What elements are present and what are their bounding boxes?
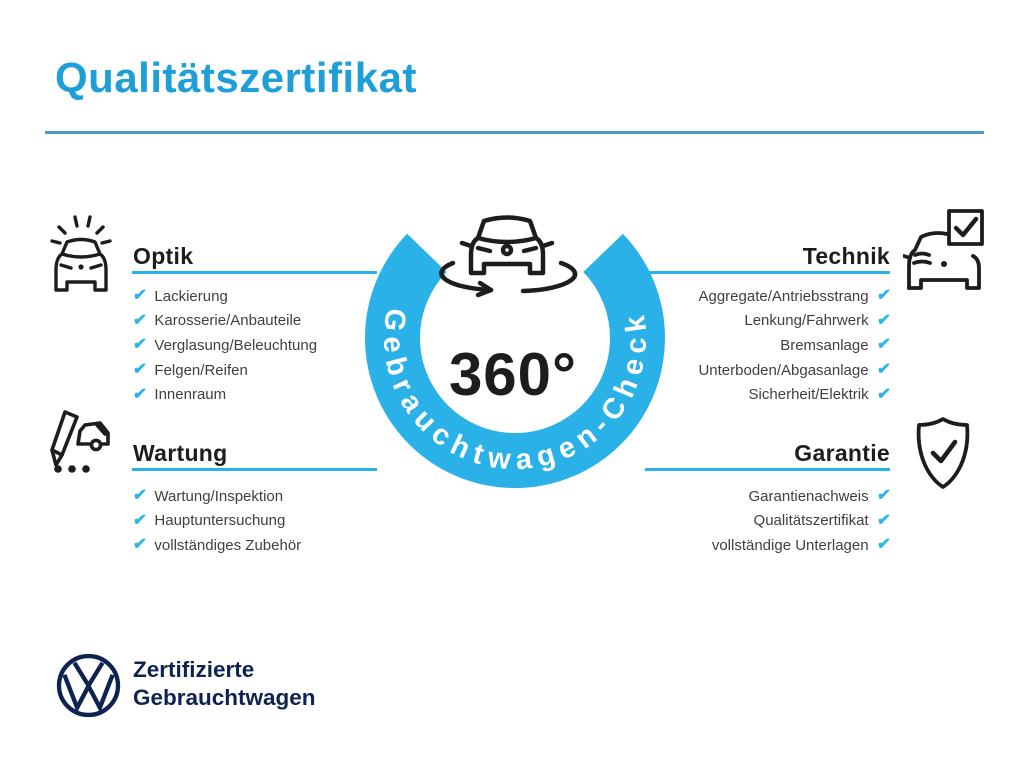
check-icon: ✔ <box>132 536 148 554</box>
list-item: Lenkung/Fahrwerk ✔ <box>744 309 891 334</box>
garantie-checklist: Garantienachweis ✔ Qualitätszertifikat ✔ v… <box>711 484 891 558</box>
vw-logo <box>56 653 121 718</box>
section-underline-technik <box>645 271 890 274</box>
list-item-label: Hauptuntersuchung <box>154 512 286 530</box>
list-item: Bremsanlage ✔ <box>780 333 891 358</box>
list-item: vollständige Unterlagen ✔ <box>711 533 891 558</box>
car-shine-icon <box>50 215 112 292</box>
badge-ring-arc <box>365 233 665 488</box>
section-underline-optik <box>132 271 377 274</box>
list-item-label: Lenkung/Fahrwerk <box>744 312 869 330</box>
list-item: ✔ Karosserie/Anbauteile <box>132 309 317 334</box>
check-icon: ✔ <box>875 536 891 554</box>
list-item-label: Unterboden/Abgasanlage <box>698 361 869 379</box>
check-icon: ✔ <box>132 385 148 403</box>
wartung-checklist: ✔ Wartung/Inspektion ✔ Hauptuntersuchung ✔… <box>132 484 302 558</box>
list-item-label: Lackierung <box>154 287 228 305</box>
list-item: ✔ Wartung/Inspektion <box>132 484 301 509</box>
section-underline-wartung <box>132 468 377 471</box>
list-item-label: Innenraum <box>154 386 227 404</box>
page-title: Qualitätszertifikat <box>55 54 417 101</box>
list-item-label: Wartung/Inspektion <box>154 487 284 505</box>
section-title-wartung: Wartung <box>133 440 228 466</box>
check-icon: ✔ <box>875 361 891 379</box>
list-item: ✔ vollständiges Zubehör <box>132 533 302 558</box>
list-item: Aggregate/Antriebsstrang ✔ <box>698 284 890 309</box>
check-icon: ✔ <box>132 287 148 305</box>
title-divider <box>45 131 984 134</box>
list-item: ✔ Lackierung <box>132 284 317 309</box>
shield-check-icon <box>916 417 970 489</box>
list-item-label: Bremsanlage <box>780 336 869 354</box>
section-title-optik: Optik <box>133 243 194 269</box>
car-360-rotation-icon <box>439 215 578 298</box>
list-item: Qualitätszertifikat ✔ <box>753 509 891 534</box>
optik-checklist: ✔ Lackierung ✔ Karosserie/Anbauteile ✔ Verg… <box>132 284 318 407</box>
check-icon: ✔ <box>875 511 891 529</box>
check-icon: ✔ <box>132 511 148 529</box>
list-item-label: Qualitätszertifikat <box>753 512 869 530</box>
check-icon: ✔ <box>875 311 891 329</box>
badge-degrees-text: 360° <box>449 341 577 408</box>
list-item: Sicherheit/Elektrik ✔ <box>748 382 891 407</box>
list-item-label: vollständige Unterlagen <box>711 536 869 554</box>
footer-brand-text: Zertifizierte Gebrauchtwagen <box>133 656 316 712</box>
check-icon: ✔ <box>875 336 891 354</box>
section-title-technik: Technik <box>802 243 890 269</box>
pencil-van-icon <box>50 410 110 473</box>
list-item: ✔ Innenraum <box>132 382 317 407</box>
list-item: ✔ Hauptuntersuchung <box>132 509 301 534</box>
technik-checklist: Aggregate/Antriebsstrang ✔ Lenkung/Fahrwe… <box>698 284 890 407</box>
check-icon: ✔ <box>875 487 891 505</box>
check-icon: ✔ <box>875 287 891 305</box>
section-title-garantie: Garantie <box>794 440 890 466</box>
list-item: ✔ Felgen/Reifen <box>132 358 317 383</box>
check-icon: ✔ <box>875 385 891 403</box>
list-item-label: vollständiges Zubehör <box>154 536 302 554</box>
badge-360: Gebrauchtwagen-Check 360° <box>365 215 665 488</box>
check-icon: ✔ <box>132 336 148 354</box>
footer-line-2: Gebrauchtwagen <box>133 685 316 710</box>
list-item-label: Karosserie/Anbauteile <box>154 312 302 330</box>
list-item-label: Sicherheit/Elektrik <box>748 386 869 404</box>
check-icon: ✔ <box>132 311 148 329</box>
list-item-label: Aggregate/Antriebsstrang <box>698 287 869 305</box>
list-item: Garantienachweis ✔ <box>748 484 891 509</box>
list-item-label: Garantienachweis <box>748 487 869 505</box>
section-underline-garantie <box>645 468 890 471</box>
list-item-label: Felgen/Reifen <box>154 361 248 379</box>
car-checkbox-icon <box>903 209 984 290</box>
check-icon: ✔ <box>132 487 148 505</box>
list-item: ✔ Verglasung/Beleuchtung <box>132 333 318 358</box>
list-item-label: Verglasung/Beleuchtung <box>154 336 318 354</box>
check-icon: ✔ <box>132 361 148 379</box>
list-item: Unterboden/Abgasanlage ✔ <box>698 358 890 383</box>
footer-line-1: Zertifizierte <box>133 657 255 682</box>
